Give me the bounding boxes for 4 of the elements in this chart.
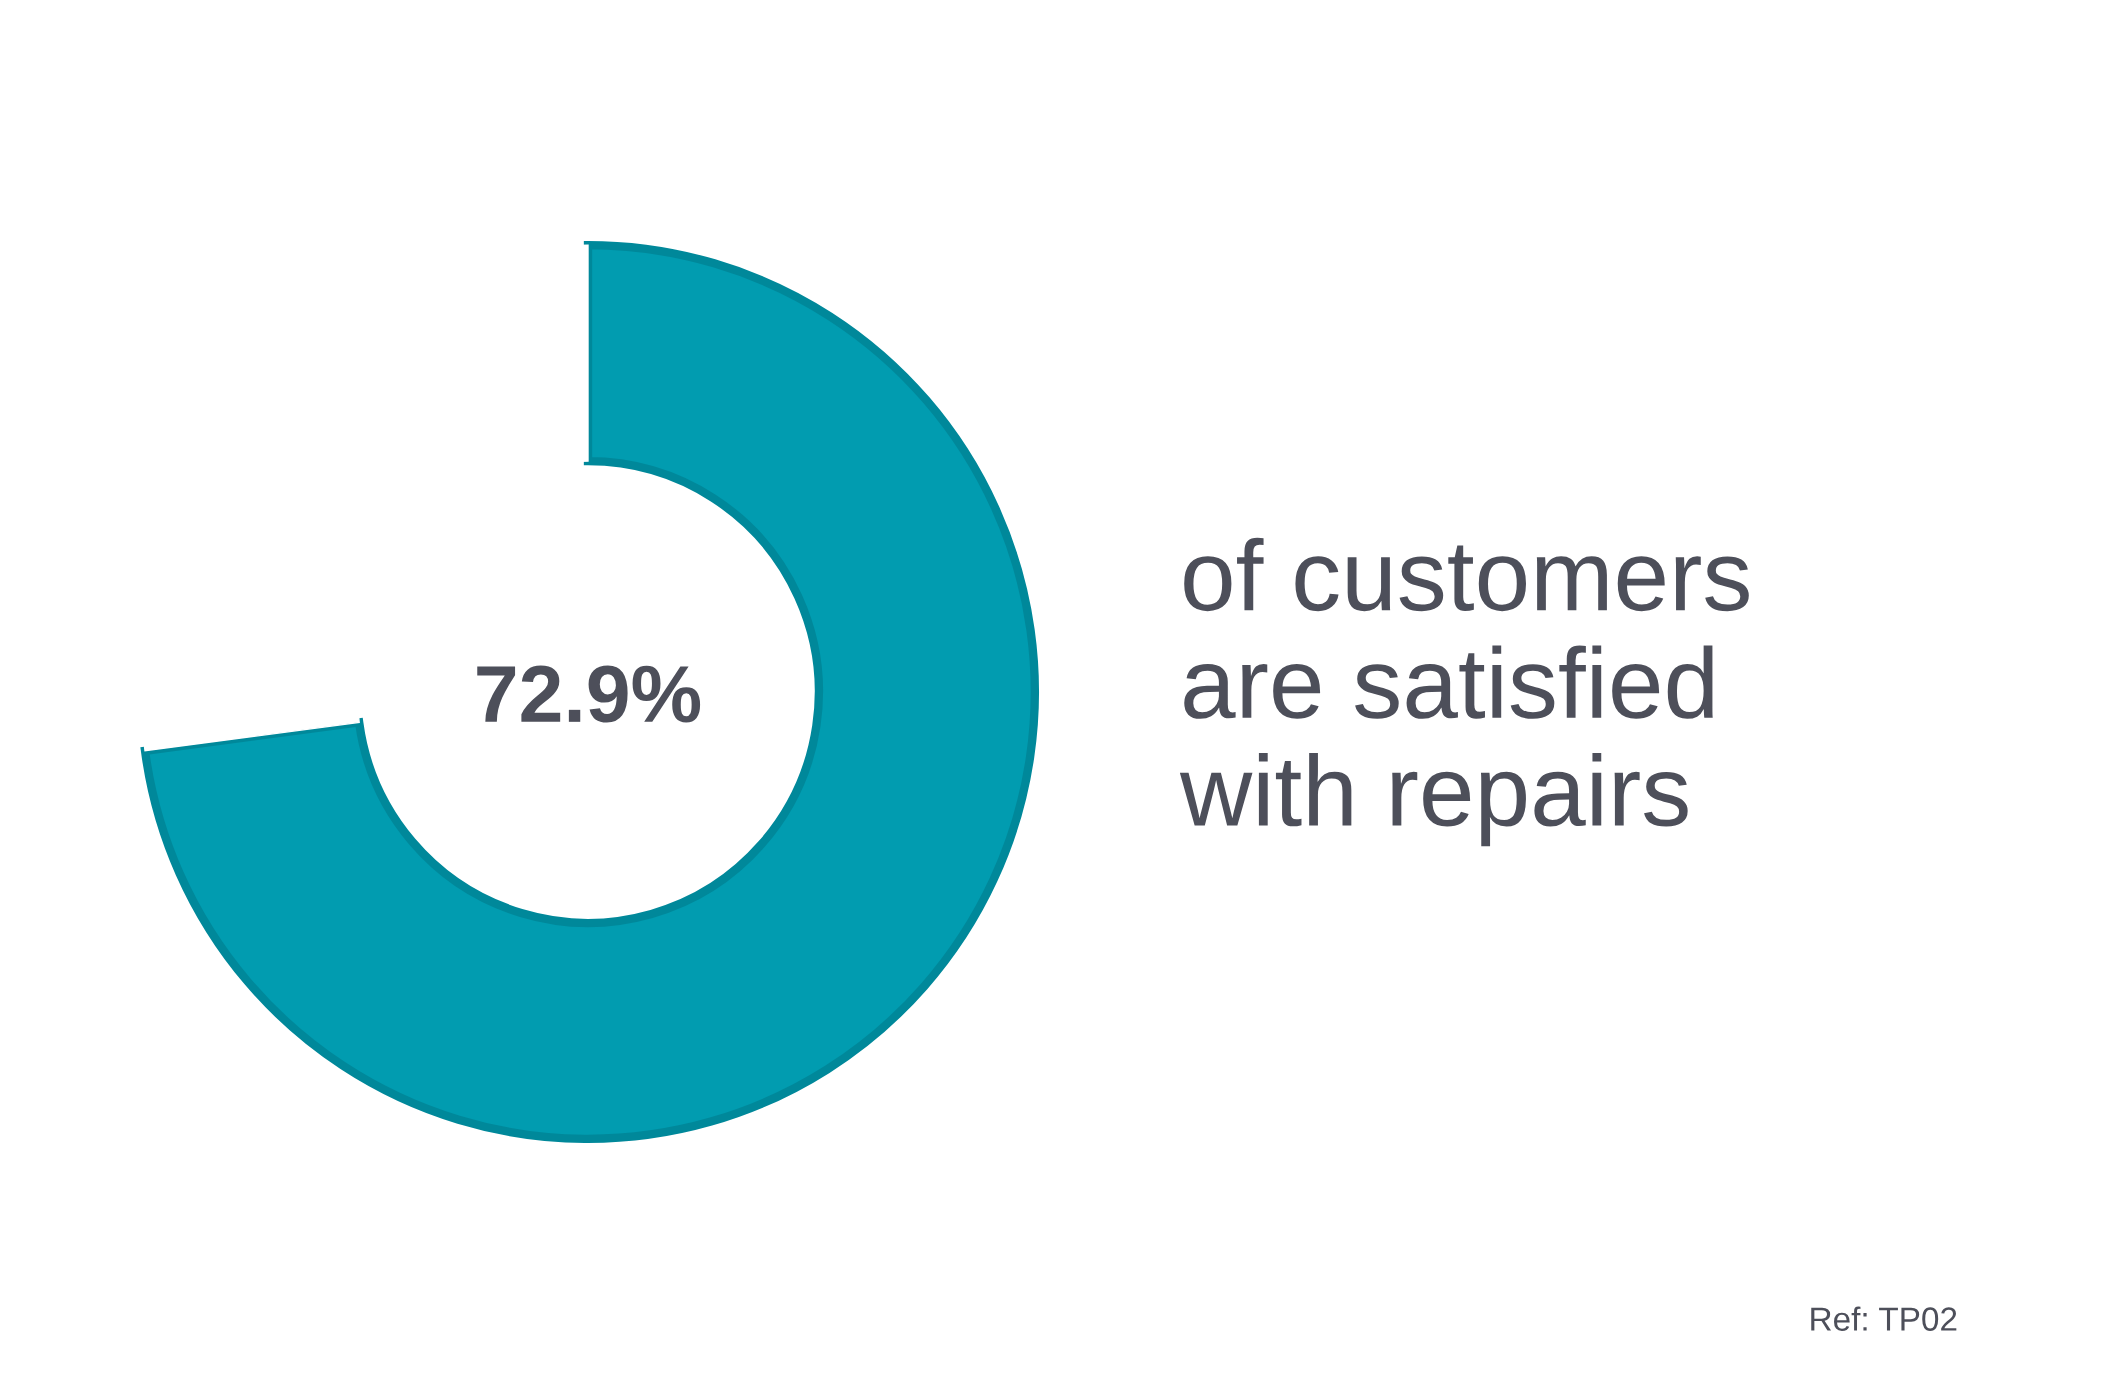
text: Ref: TP02	[1811, 1306, 1957, 1331]
data-label: 72.9%	[477, 665, 701, 723]
text: of customers are satisfied with repairs	[1179, 537, 1749, 847]
donut-slice	[140, 240, 1040, 1144]
